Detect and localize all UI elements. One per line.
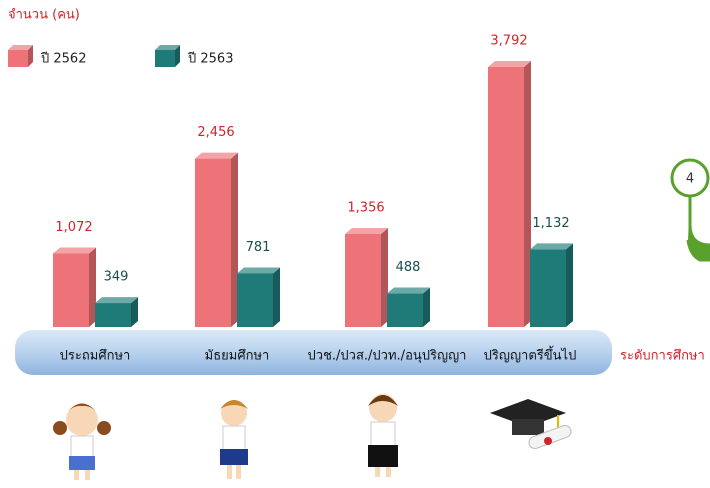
y-axis-label: จำนวน (คน) <box>8 8 80 23</box>
category-label: ปวช./ปวส./ปวท./อนุปริญญา <box>308 349 467 364</box>
bar-top <box>488 61 531 67</box>
bar-side <box>231 153 238 327</box>
value-label: 349 <box>104 270 129 285</box>
legend: ปี 2562 ปี 2563 <box>8 45 233 67</box>
legend-swatch <box>155 50 175 67</box>
bar <box>237 273 273 327</box>
x-axis-label: ระดับการศึกษา <box>620 349 705 364</box>
bar-side <box>89 247 96 327</box>
category-label: มัธยมศึกษา <box>205 349 270 364</box>
bar-top <box>387 288 430 294</box>
illustrations <box>53 394 573 480</box>
bar-top <box>237 267 280 273</box>
legend-swatch <box>8 50 28 67</box>
bar <box>530 249 566 327</box>
bar-top <box>95 297 138 303</box>
category-label: ปริญญาตรีขึ้นไป <box>484 346 577 364</box>
bar-side <box>273 267 280 327</box>
bar-side <box>566 243 573 327</box>
bar-side <box>524 61 531 327</box>
bar-top <box>345 228 388 234</box>
bar <box>53 253 89 327</box>
bar <box>345 234 381 327</box>
bar-side <box>381 228 388 327</box>
bar <box>488 67 524 327</box>
value-label: 1,072 <box>55 220 92 235</box>
bar-side <box>423 288 430 327</box>
value-label: 488 <box>396 260 421 275</box>
legend-label: ปี 2562 <box>40 51 86 67</box>
badge-text: 4 <box>686 172 694 187</box>
bar <box>195 159 231 327</box>
value-label: 2,456 <box>197 125 234 140</box>
chart: จำนวน (คน) ปี 2562 ปี 2563 1,072 349 2,456 7… <box>0 0 710 484</box>
value-label: 1,356 <box>347 201 384 216</box>
bar <box>387 294 423 327</box>
bar-top <box>195 153 238 159</box>
bar-top <box>53 247 96 253</box>
value-label: 3,792 <box>490 34 527 49</box>
bar <box>95 303 131 327</box>
bars: 1,072 349 2,456 781 1,356 488 3,792 1,132 <box>53 34 573 328</box>
bar-top <box>530 243 573 249</box>
value-label: 781 <box>246 240 271 255</box>
badge: 4 <box>672 160 710 260</box>
value-label: 1,132 <box>532 216 569 231</box>
category-label: ประถมศึกษา <box>60 349 131 364</box>
legend-label: ปี 2563 <box>187 51 233 67</box>
